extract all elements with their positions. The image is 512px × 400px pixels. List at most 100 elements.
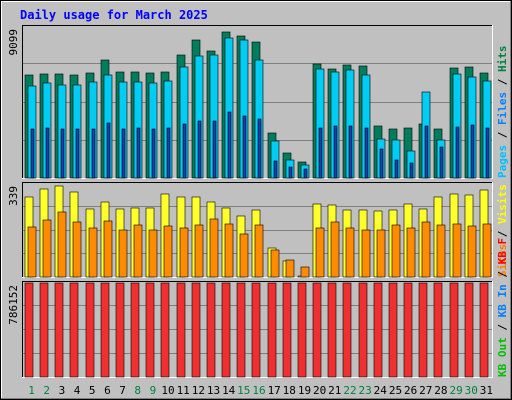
bar-sites-day-2 [42,219,52,278]
bar-kb-f-day-5 [85,282,95,378]
bar-sites-day-18 [285,259,295,278]
bar-kb-f-day-14 [221,282,231,378]
bar-kb-f-day-22 [342,282,352,378]
bar-kb-f-day-9 [145,282,155,378]
bar-kb-f-day-3 [54,282,64,378]
x-tick-label-day-23: 23 [358,384,371,397]
x-tick-label-day-9: 9 [150,384,157,397]
legend-hits: Hits [496,46,509,73]
x-tick-label-day-18: 18 [283,384,296,397]
bar-sites-day-9 [148,229,158,278]
bar-kb-f-day-19 [297,282,307,378]
bar-pages-day-19 [303,168,308,179]
bar-sites-day-5 [88,227,98,278]
bar-pages-day-11 [182,123,187,179]
bar-sites-day-15 [239,233,249,278]
x-tick-label-day-27: 27 [419,384,432,397]
bar-sites-day-6 [103,220,113,278]
bar-kb-f-day-23 [358,282,368,378]
bar-kb-f-day-13 [206,282,216,378]
bar-pages-day-27 [424,125,429,179]
x-tick-label-day-1: 1 [28,384,35,397]
bar-kb-f-day-16 [251,282,261,378]
x-tick-label-day-31: 31 [480,384,493,397]
bar-pages-day-1 [30,128,35,179]
x-tick-label-day-2: 2 [43,384,50,397]
bar-kb-f-day-29 [449,282,459,378]
x-tick-label-day-21: 21 [328,384,341,397]
bar-sites-day-11 [179,227,189,278]
x-tick-label-day-7: 7 [119,384,126,397]
x-tick-label-day-28: 28 [434,384,447,397]
legend-files: Files [496,92,509,125]
bar-kb-f-day-30 [464,282,474,378]
bar-pages-day-2 [45,127,50,179]
x-tick-label-day-26: 26 [404,384,417,397]
bar-pages-day-26 [409,162,414,179]
legend-pages: Pages [496,145,509,178]
bar-kb-f-day-26 [403,282,413,378]
x-axis-tick-labels: 1 2 3 4 5 6 7 8 9 10 11 12 13 14 15 16 17 18 19 20 21 22 23 24 2… [28,384,493,397]
bar-sites-day-29 [452,223,462,278]
legend-separator: / [496,224,509,244]
chart-panels: 9099 Pages / Files / Hits 339 Sites / Visit… [7,25,509,378]
bar-pages-day-24 [379,148,384,179]
bar-pages-day-30 [470,124,475,179]
x-tick-label-day-3: 3 [59,384,66,397]
kbytes-max-label: 786152 [7,285,20,325]
bar-pages-day-13 [212,120,217,179]
x-tick-label-day-24: 24 [374,384,388,397]
bar-kb-f-day-15 [236,282,246,378]
bar-sites-day-4 [72,221,82,278]
bar-pages-day-28 [439,146,444,179]
legend-sites: Sites [496,244,509,277]
bar-kb-f-day-25 [388,282,398,378]
bar-kb-f-day-28 [433,282,443,378]
bar-kb-f-day-17 [267,282,277,378]
bar-sites-day-31 [482,223,492,278]
x-tick-label-day-5: 5 [89,384,96,397]
bar-sites-day-8 [133,224,143,278]
bar-kb-f-day-24 [373,282,383,378]
visits-legend: Sites / Visits [496,184,509,277]
bar-kb-f-day-1 [24,282,34,378]
bar-pages-day-23 [364,127,369,179]
legend-visits: Visits [496,184,509,224]
bar-sites-day-27 [421,221,431,278]
x-tick-label-day-14: 14 [222,384,236,397]
bar-kb-f-day-27 [418,282,428,378]
bar-sites-day-13 [209,218,219,278]
x-tick-label-day-17: 17 [268,384,281,397]
bar-sites-day-21 [330,221,340,278]
legend-separator: / [496,264,509,284]
bar-kb-f-day-2 [39,282,49,378]
bar-pages-day-6 [106,122,111,179]
bar-pages-day-8 [136,127,141,179]
legend-separator: / [496,72,509,92]
bar-pages-day-5 [91,128,96,179]
bar-kb-f-day-6 [100,282,110,378]
hits-legend: Pages / Files / Hits [496,46,509,179]
bar-kb-f-day-8 [130,282,140,378]
x-tick-label-day-29: 29 [449,384,462,397]
x-tick-label-day-12: 12 [192,384,205,397]
bar-pages-day-17 [273,160,278,179]
bar-pages-day-10 [166,127,171,179]
bar-kb-f-day-31 [479,282,489,378]
visits-max-label: 339 [7,186,20,206]
bar-pages-day-22 [348,125,353,179]
legend-kb-in: KB In [496,284,509,317]
bar-sites-day-24 [376,229,386,278]
bar-kb-f-day-11 [176,282,186,378]
bar-pages-day-9 [151,128,156,179]
bar-pages-day-16 [257,118,262,179]
bar-sites-day-30 [467,225,477,278]
bar-pages-day-31 [485,127,490,179]
x-tick-label-day-6: 6 [104,384,111,397]
bar-pages-day-15 [242,115,247,179]
bar-kb-f-day-12 [191,282,201,378]
bar-sites-day-28 [436,224,446,278]
bar-sites-day-16 [254,224,264,278]
bar-kb-f-day-7 [115,282,125,378]
bar-pages-day-18 [288,166,293,179]
